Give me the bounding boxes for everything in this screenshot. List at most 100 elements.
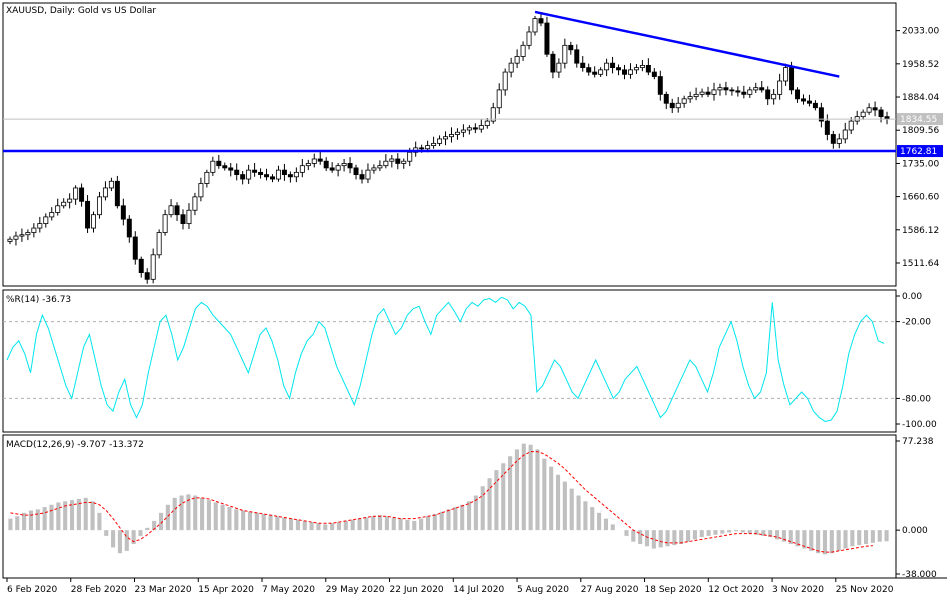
candle-body xyxy=(96,196,102,216)
candle-body xyxy=(252,169,258,173)
candle-body xyxy=(526,31,532,46)
time-tick-label: 3 Nov 2020 xyxy=(772,585,824,595)
candle-body xyxy=(144,272,150,280)
candle-body xyxy=(818,107,824,122)
candle-body xyxy=(335,165,341,171)
candle-body xyxy=(771,93,777,100)
candle-body xyxy=(538,18,544,24)
candle-body xyxy=(669,102,675,109)
price-tick-label: 1660.60 xyxy=(902,193,939,203)
candle-body xyxy=(562,44,568,64)
price-tick-label: 2033.00 xyxy=(902,27,939,37)
candle-body xyxy=(25,232,31,236)
candle-body xyxy=(120,205,126,220)
candle-body xyxy=(502,71,508,91)
candle-body xyxy=(705,91,711,95)
candle-body xyxy=(610,62,616,69)
candle-body xyxy=(466,127,472,131)
price-tick-label: 1511.64 xyxy=(902,259,939,269)
candle-body xyxy=(598,69,604,75)
candle-body xyxy=(67,198,73,203)
candle-body xyxy=(91,214,96,229)
macd-signal-line xyxy=(10,451,873,553)
time-tick-label: 22 Jun 2020 xyxy=(390,585,444,595)
candle-body xyxy=(657,76,663,95)
candle-body xyxy=(132,236,138,260)
candle-body xyxy=(574,49,580,64)
candle-body xyxy=(454,131,460,135)
candle-body xyxy=(651,71,657,77)
support-badge xyxy=(897,145,943,158)
candle-body xyxy=(311,158,317,164)
time-tick-label: 14 Jul 2020 xyxy=(453,585,504,595)
candle-body xyxy=(437,138,443,144)
candle-body xyxy=(806,100,812,104)
candle-body xyxy=(31,227,37,233)
candle-body xyxy=(281,169,287,175)
time-tick-label: 29 May 2020 xyxy=(326,585,385,595)
candle-body xyxy=(866,107,872,113)
candle-body xyxy=(699,91,705,95)
time-tick-label: 18 Sep 2020 xyxy=(645,585,702,595)
candle-body xyxy=(7,238,13,242)
candle-body xyxy=(836,138,842,144)
time-tick-label: 7 May 2020 xyxy=(262,585,315,595)
candle-body xyxy=(162,214,168,233)
price-tick-label: 1884.04 xyxy=(902,93,939,103)
wpr-title: %R(14) -36.73 xyxy=(6,295,71,305)
macd-tick-label: 77.238 xyxy=(902,437,934,447)
candle-body xyxy=(878,109,884,118)
candle-body xyxy=(443,136,449,140)
candle-body xyxy=(729,89,735,92)
candle-body xyxy=(460,129,466,133)
candle-body xyxy=(568,44,574,51)
candle-body xyxy=(586,67,592,73)
candle-body xyxy=(365,169,371,180)
candle-body xyxy=(198,183,204,198)
candle-body xyxy=(693,93,699,97)
candle-body xyxy=(383,160,389,167)
candle-body xyxy=(353,167,359,175)
candle-body xyxy=(270,176,275,180)
candle-body xyxy=(186,209,192,225)
candle-body xyxy=(204,171,210,184)
price-tick-label: 1586.12 xyxy=(902,226,939,236)
candle-body xyxy=(299,165,305,173)
candle-body xyxy=(389,158,395,162)
candle-body xyxy=(580,62,586,69)
candle-body xyxy=(258,171,264,175)
candle-body xyxy=(114,180,120,207)
candle-body xyxy=(401,160,407,164)
candle-body xyxy=(860,111,866,118)
candle-body xyxy=(37,223,43,229)
candle-body xyxy=(717,87,723,91)
candle-body xyxy=(329,167,335,171)
candle-body xyxy=(425,145,431,150)
candle-body xyxy=(622,69,627,75)
candle-body xyxy=(872,107,878,111)
candle-body xyxy=(61,201,67,207)
candle-body xyxy=(663,93,669,104)
wpr-tick-label: 0.00 xyxy=(902,292,922,302)
candle-body xyxy=(795,89,801,100)
candle-body xyxy=(150,254,156,280)
time-tick-label: 25 Nov 2020 xyxy=(836,585,894,595)
candle-body xyxy=(228,167,234,171)
time-tick-label: 23 Mar 2020 xyxy=(135,585,192,595)
macd-series xyxy=(8,443,889,555)
candle-body xyxy=(592,71,598,75)
candle-body xyxy=(884,116,890,120)
candle-body xyxy=(275,169,281,180)
candle-body xyxy=(234,169,240,175)
candle-body xyxy=(556,62,562,73)
candle-body xyxy=(240,174,246,180)
candle-body xyxy=(347,163,353,169)
wpr-tick-label: -20.00 xyxy=(902,318,931,328)
support-label: 1762.81 xyxy=(900,147,937,157)
panel-frame-macd xyxy=(2,434,897,579)
candle-body xyxy=(633,67,639,71)
candle-body xyxy=(472,127,478,130)
candle-body xyxy=(138,258,144,274)
